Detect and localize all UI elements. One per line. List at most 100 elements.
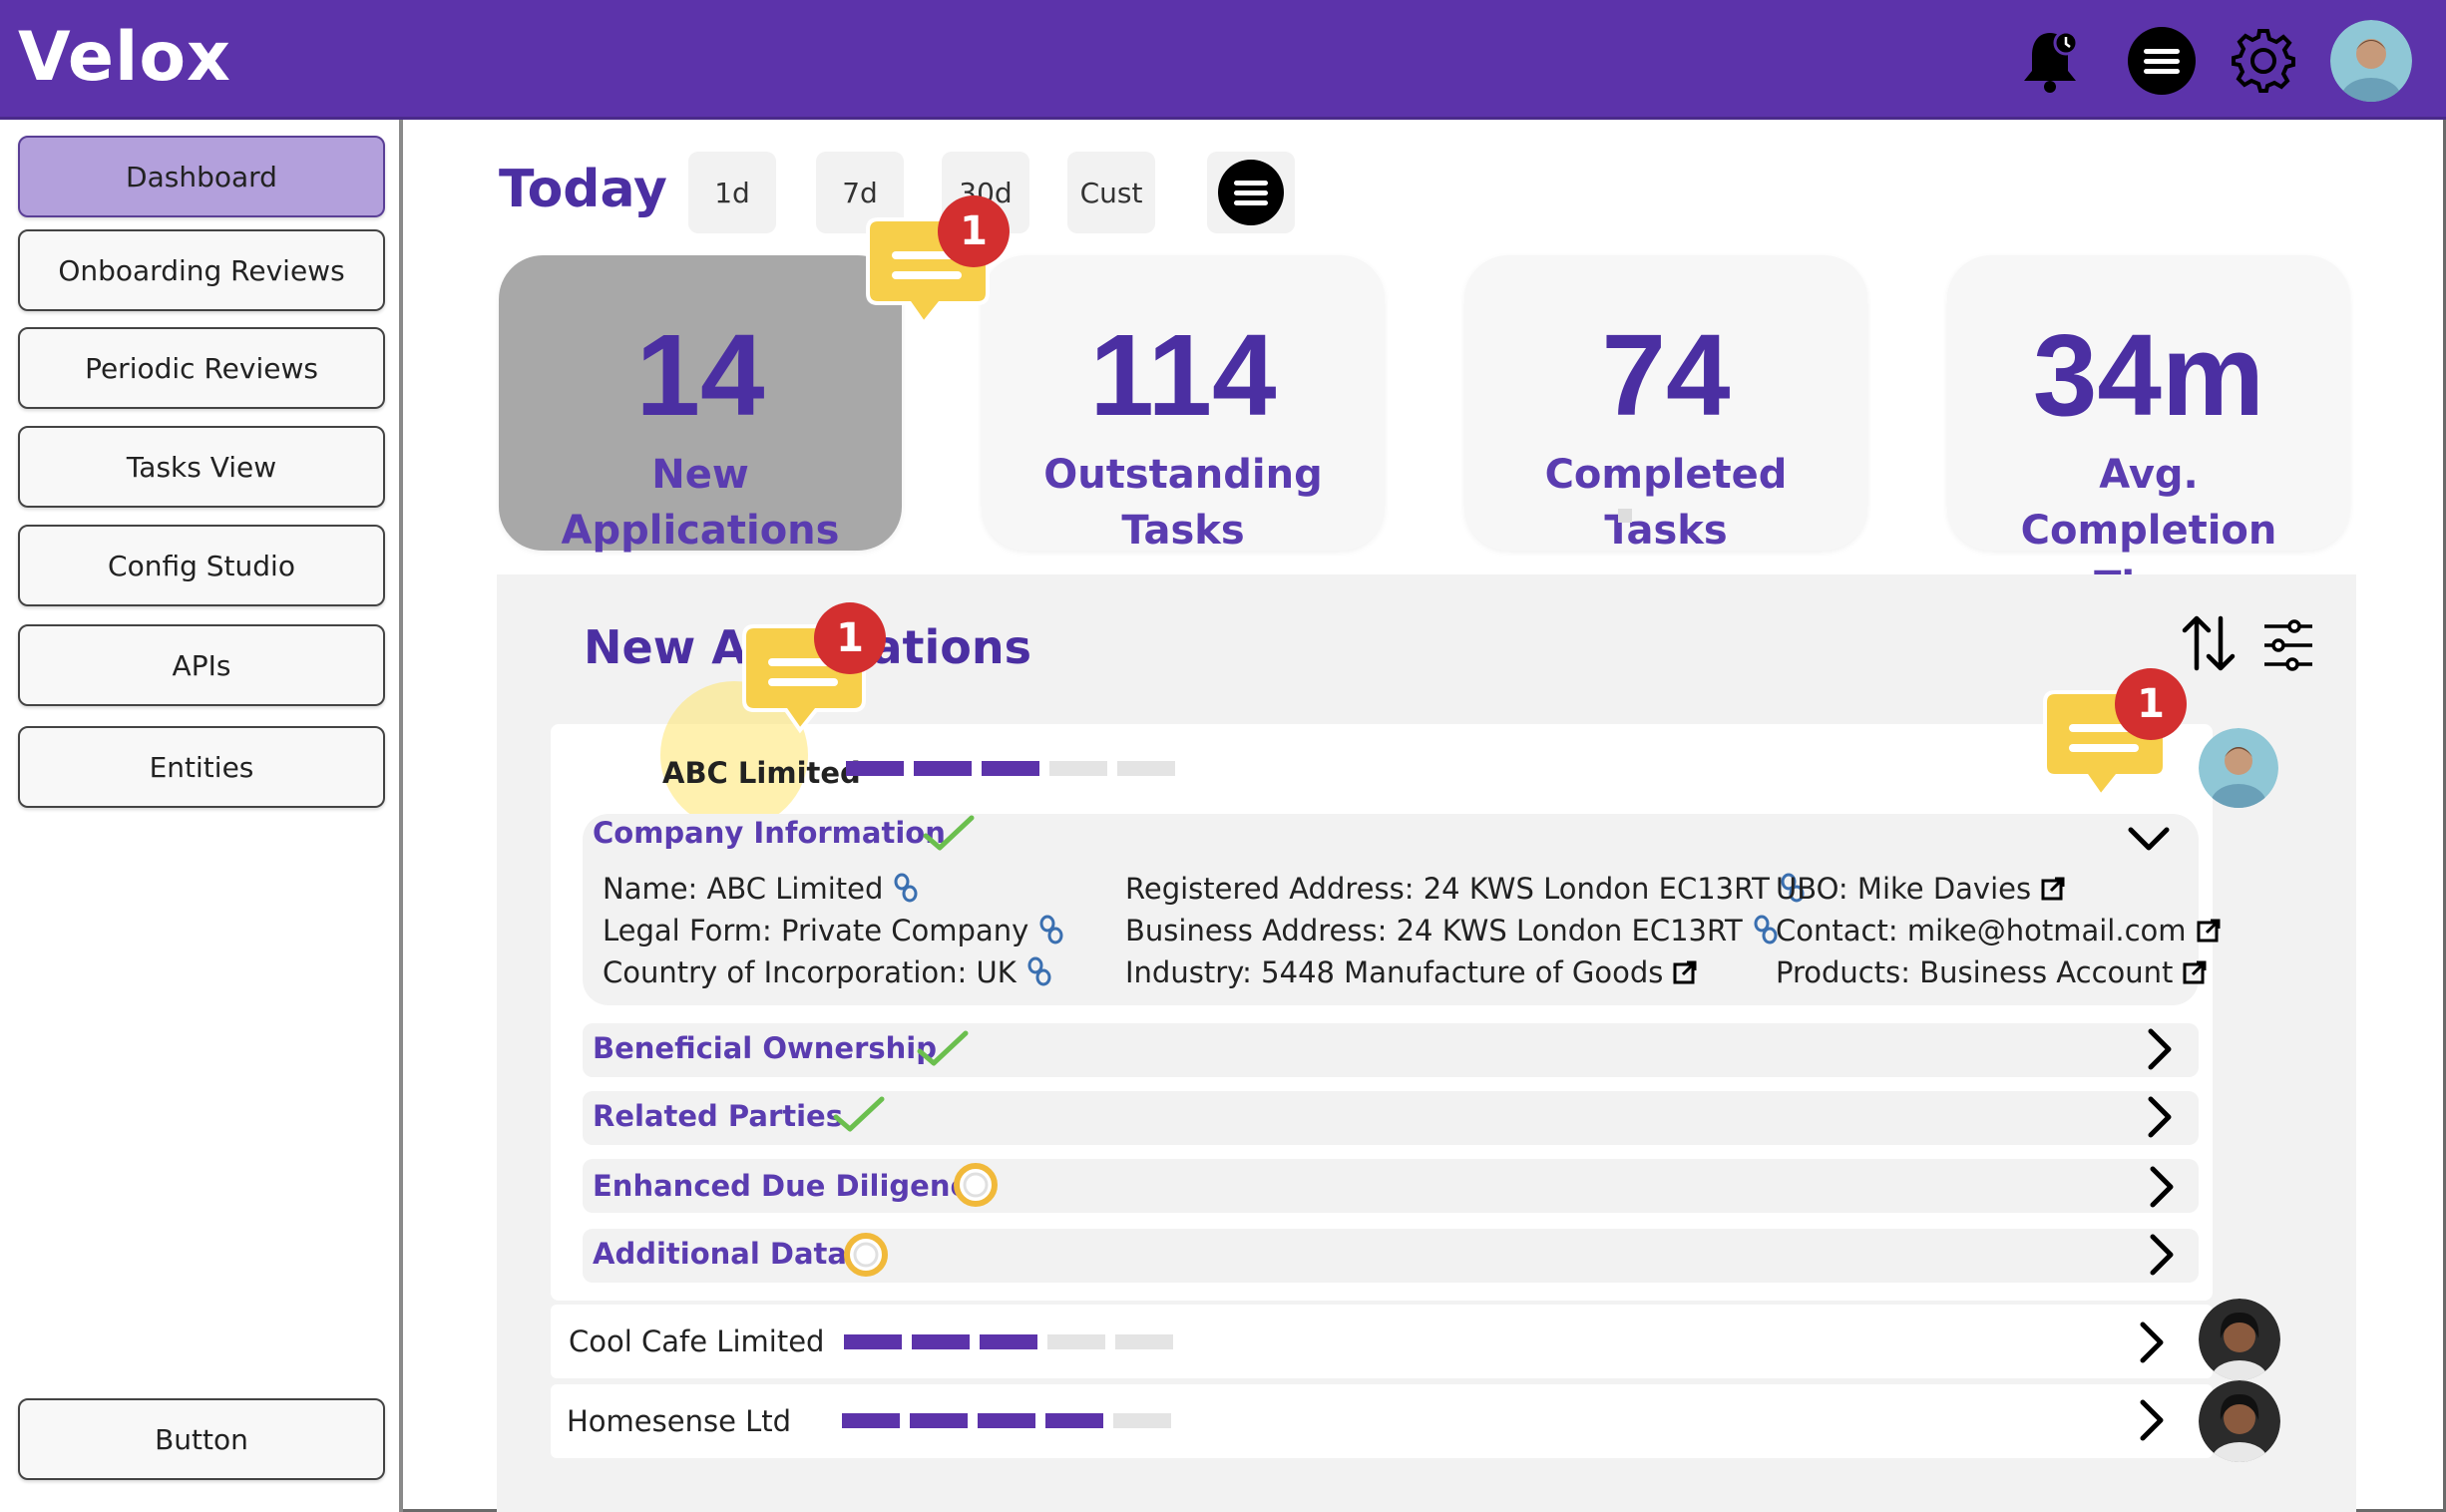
assignee-avatar[interactable]: [2199, 1299, 2280, 1380]
sidebar-item-entities[interactable]: Entities: [18, 726, 385, 808]
link-icon[interactable]: [1038, 915, 1064, 951]
range-menu-button[interactable]: [1207, 152, 1295, 233]
chevron-right-icon[interactable]: [2145, 1027, 2175, 1075]
comment-bubble[interactable]: 1: [2037, 664, 2187, 808]
chevron-right-icon[interactable]: [2147, 1165, 2177, 1213]
stat-value: 74: [1601, 310, 1731, 440]
progress-segment: [842, 1413, 900, 1428]
progress-segment: [978, 1413, 1035, 1428]
link-icon[interactable]: [1753, 915, 1779, 951]
progress-segment: [980, 1334, 1037, 1349]
range-1d-button[interactable]: 1d: [688, 152, 776, 233]
sidebar-item-periodic-reviews[interactable]: Periodic Reviews: [18, 327, 385, 409]
chevron-right-icon[interactable]: [2147, 1233, 2177, 1281]
app-logo: Velox: [18, 18, 231, 97]
chevron-right-icon[interactable]: [2145, 1095, 2175, 1143]
user-avatar[interactable]: [2330, 20, 2412, 102]
field-business-address: Business Address: 24 KWS London EC13RT: [1125, 914, 1779, 951]
field-legal-form: Legal Form: Private Company: [603, 914, 1064, 951]
field-text: Business Address: 24 KWS London EC13RT: [1125, 914, 1743, 947]
stat-card-new-applications[interactable]: 14 New Applications: [499, 255, 902, 554]
stat-value: 34m: [2032, 310, 2265, 440]
comment-bubble[interactable]: 1: [736, 598, 886, 742]
stat-value: 14: [635, 310, 765, 440]
progress-segment: [982, 761, 1039, 776]
progress-segment: [1113, 1413, 1171, 1428]
progress-segment: [1115, 1334, 1173, 1349]
top-bar: Velox: [0, 0, 2446, 120]
sidebar-item-apis[interactable]: APIs: [18, 624, 385, 706]
field-name: Name: ABC Limited: [603, 872, 919, 910]
application-progress: [842, 1413, 1171, 1428]
sidebar-item-dashboard[interactable]: Dashboard: [18, 136, 385, 217]
external-link-icon[interactable]: [2197, 916, 2221, 949]
application-progress: [846, 761, 1175, 776]
field-text: Legal Form: Private Company: [603, 914, 1029, 947]
application-progress: [844, 1334, 1173, 1349]
field-text: Country of Incorporation: UK: [603, 955, 1017, 989]
section-title[interactable]: Company Information: [593, 816, 946, 850]
application-row[interactable]: [551, 1384, 2213, 1458]
filter-icon[interactable]: [2260, 618, 2316, 676]
check-icon: [832, 1095, 886, 1139]
comment-bubble[interactable]: 1: [860, 191, 1010, 335]
field-text: Registered Address: 24 KWS London EC13RT: [1125, 872, 1770, 906]
chevron-down-icon[interactable]: [2127, 824, 2171, 858]
link-icon[interactable]: [1026, 956, 1052, 993]
section-title: Additional Data: [593, 1237, 847, 1271]
progress-segment: [1117, 761, 1175, 776]
field-text: UBO: Mike Davies: [1776, 872, 2032, 906]
progress-segment: [1047, 1334, 1105, 1349]
bell-alert-icon[interactable]: [2015, 26, 2085, 96]
external-link-icon[interactable]: [1673, 957, 1697, 991]
stat-label: New Applications: [561, 452, 840, 554]
field-text: Contact: mike@hotmail.com: [1776, 914, 2187, 947]
sort-icon[interactable]: [2177, 612, 2241, 678]
sidebar-item-tasks-view[interactable]: Tasks View: [18, 426, 385, 508]
field-text: Name: ABC Limited: [603, 872, 884, 906]
range-custom-button[interactable]: Cust: [1067, 152, 1155, 233]
stat-card-avg-completion-time[interactable]: 34m Avg. Completion Time: [1947, 255, 2350, 609]
application-name: Homesense Ltd: [567, 1404, 792, 1438]
sidebar-bottom-button[interactable]: Button: [18, 1398, 385, 1480]
menu-icon[interactable]: [2127, 26, 2197, 96]
sidebar-item-onboarding-reviews[interactable]: Onboarding Reviews: [18, 229, 385, 311]
stat-card-outstanding-tasks[interactable]: 114 Outstanding Tasks: [982, 255, 1385, 554]
section-related-parties[interactable]: [583, 1091, 2199, 1145]
chevron-right-icon[interactable]: [2137, 1398, 2167, 1446]
field-registered-address: Registered Address: 24 KWS London EC13RT: [1125, 872, 1806, 910]
field-products: Products: Business Account: [1776, 955, 2207, 991]
in-progress-icon: [952, 1161, 1000, 1213]
progress-segment: [846, 761, 904, 776]
field-text: Products: Business Account: [1776, 955, 2174, 989]
progress-segment: [1049, 761, 1107, 776]
page-title: Today: [499, 160, 667, 219]
field-country: Country of Incorporation: UK: [603, 955, 1052, 993]
assignee-avatar[interactable]: [2199, 728, 2278, 808]
stat-label: Completed Tasks: [1544, 452, 1788, 554]
application-row[interactable]: [551, 1305, 2213, 1378]
chevron-right-icon[interactable]: [2137, 1321, 2167, 1368]
section-beneficial-ownership[interactable]: [583, 1023, 2199, 1077]
scroll-indicator: [1618, 509, 1632, 523]
field-text: Industry: 5448 Manufacture of Goods: [1125, 955, 1664, 989]
sidebar-item-config-studio[interactable]: Config Studio: [18, 525, 385, 606]
progress-segment: [1045, 1413, 1103, 1428]
check-icon: [916, 1029, 970, 1073]
link-icon[interactable]: [893, 873, 919, 910]
application-name[interactable]: ABC Limited: [662, 756, 861, 790]
in-progress-icon: [842, 1231, 890, 1283]
section-title: Enhanced Due Diligence: [593, 1169, 988, 1203]
gear-icon[interactable]: [2229, 26, 2298, 96]
link-icon[interactable]: [1780, 873, 1806, 910]
section-enhanced-due-diligence[interactable]: [583, 1159, 2199, 1213]
stat-card-completed-tasks[interactable]: 74 Completed Tasks: [1464, 255, 1867, 554]
stat-label: Outstanding Tasks: [1043, 452, 1323, 554]
assignee-avatar[interactable]: [2199, 1380, 2280, 1462]
external-link-icon[interactable]: [2041, 874, 2065, 908]
comment-count-badge: 1: [960, 208, 988, 254]
progress-segment: [844, 1334, 902, 1349]
section-title: Related Parties: [593, 1099, 843, 1133]
external-link-icon[interactable]: [2183, 957, 2207, 991]
field-contact: Contact: mike@hotmail.com: [1776, 914, 2221, 949]
